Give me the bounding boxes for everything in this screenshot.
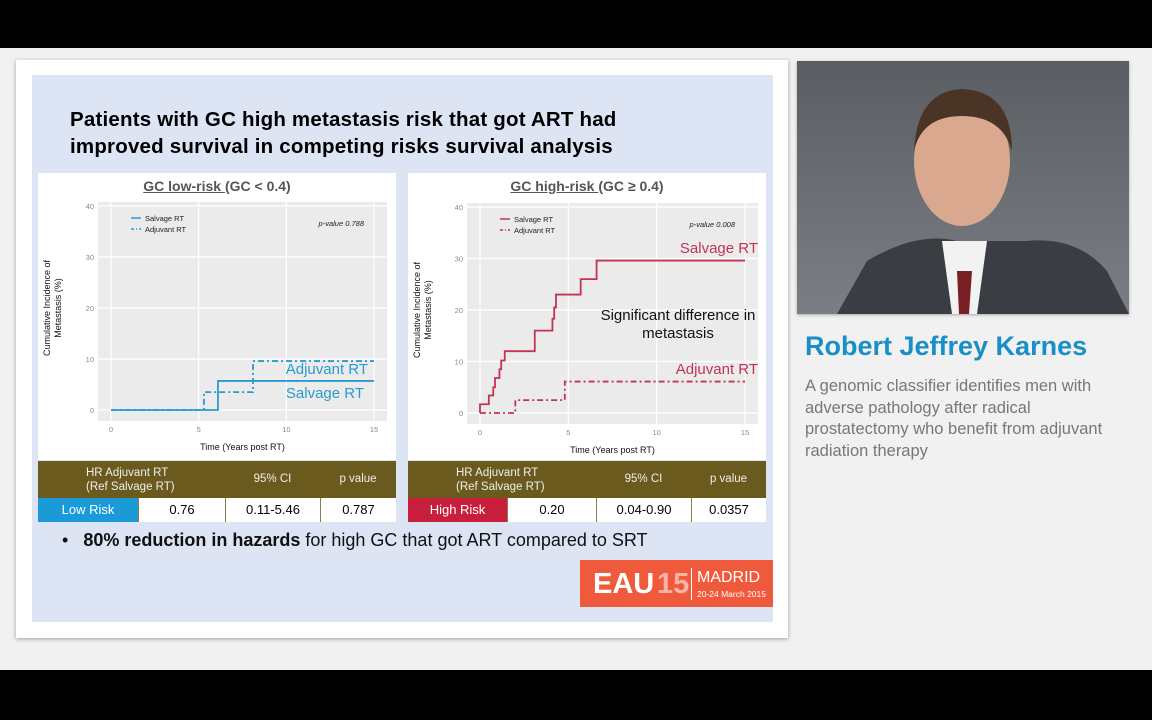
plot-background <box>98 202 387 421</box>
header-hr-line: HR Adjuvant RT <box>456 467 539 479</box>
legend-entry: Salvage RT <box>145 214 184 223</box>
logo-eau: EAU <box>593 568 655 600</box>
y-tick-label: 10 <box>455 358 463 367</box>
slide-title-line: Patients with GC high metastasis risk th… <box>70 108 617 131</box>
chart-low-risk: 0 10 20 30 40 0 5 10 15 Time (Years post RT) Cumul… <box>38 173 396 460</box>
table-row: High Risk 0.20 0.04-0.90 0.0357 <box>408 498 766 522</box>
x-tick-label: 10 <box>652 428 660 437</box>
table-row: Low Risk 0.76 0.11-5.46 0.787 <box>38 498 396 522</box>
legend-entry: Adjuvant RT <box>514 226 556 235</box>
video-top-bar <box>0 0 1152 48</box>
annotation-adjuvant-rt: Adjuvant RT <box>676 361 758 378</box>
slide-title: Patients with GC high metastasis risk th… <box>70 106 760 160</box>
x-axis-label: Time (Years post RT) <box>570 445 655 455</box>
y-tick-label: 10 <box>86 355 94 364</box>
y-axis-label-line: Metastasis (%) <box>53 278 63 338</box>
risk-label: High Risk <box>408 498 507 522</box>
legend-entry: Salvage RT <box>514 215 553 224</box>
y-tick-label: 20 <box>455 306 463 315</box>
annotation-salvage-rt: Salvage RT <box>286 385 364 402</box>
p-value-label: p-value 0.788 <box>318 219 365 228</box>
legend-entry: Adjuvant RT <box>145 225 187 234</box>
p-value: 0.787 <box>320 498 396 522</box>
series-line-salvage-rt <box>479 259 745 413</box>
bullet-text: for high GC that got ART compared to SRT <box>300 530 648 550</box>
hr-table-low-risk: HR Adjuvant RT (Ref Salvage RT) 95% CI p … <box>38 461 396 522</box>
chart-title-underlined: GC high-risk <box>510 178 599 194</box>
hr-value: 0.76 <box>138 498 225 522</box>
x-tick-label: 5 <box>197 425 201 434</box>
risk-label: Low Risk <box>38 498 138 522</box>
bullet-bold: 80% reduction in hazards <box>83 530 301 550</box>
y-tick-label: 0 <box>90 406 94 415</box>
y-tick-label: 40 <box>86 202 94 211</box>
chart-high-risk: 0 10 20 30 40 0 5 10 15 Time (Years post RT) Cumul… <box>408 173 766 460</box>
chart-title-underlined: GC low-risk <box>143 178 225 194</box>
x-tick-label: 15 <box>741 428 749 437</box>
talk-title: A genomic classifier identifies men with… <box>805 377 1103 460</box>
header-hr: HR Adjuvant RT (Ref Salvage RT) <box>456 466 545 494</box>
series-line-adjuvant-rt <box>111 360 374 411</box>
y-tick-label: 30 <box>86 253 94 262</box>
y-tick-label: 20 <box>86 304 94 313</box>
video-bottom-bar <box>0 670 1152 720</box>
x-tick-label: 0 <box>478 428 482 437</box>
ci-value: 0.04-0.90 <box>596 498 691 522</box>
y-axis-label-line: Metastasis (%) <box>423 280 433 340</box>
header-ci: 95% CI <box>624 473 663 485</box>
header-hr-line: (Ref Salvage RT) <box>86 481 175 493</box>
chart-title-rest: (GC < 0.4) <box>224 178 291 194</box>
header-hr-line: HR Adjuvant RT <box>86 467 169 479</box>
annotation-significant-difference: Significant difference in <box>601 307 756 324</box>
x-axis-label: Time (Years post RT) <box>200 442 285 452</box>
y-axis-label-line: Cumulative Incidence of <box>412 261 422 358</box>
speaker-photo-illustration <box>837 89 1129 314</box>
logo-city: MADRID <box>697 569 761 586</box>
speaker-photo <box>797 61 1129 314</box>
chart-title: GC high-risk (GC ≥ 0.4) <box>408 178 766 194</box>
x-tick-label: 5 <box>566 428 570 437</box>
chart-plot: 0 10 20 30 40 0 5 10 15 Time (Years post RT) Cumul… <box>412 203 758 455</box>
table-header: HR Adjuvant RT (Ref Salvage RT) 95% CI p … <box>38 461 396 498</box>
chart-plot: 0 10 20 30 40 0 5 10 15 Time (Years post RT) Cumul… <box>42 202 387 452</box>
plot-background <box>467 203 758 424</box>
logo-divider <box>691 568 692 600</box>
chart-title-rest: (GC ≥ 0.4) <box>598 178 664 194</box>
eau15-logo: EAU 15 MADRID 20-24 March 2015 <box>580 560 773 607</box>
header-ci: 95% CI <box>253 473 292 485</box>
header-hr-line: (Ref Salvage RT) <box>456 481 545 493</box>
table-header: HR Adjuvant RT (Ref Salvage RT) 95% CI p … <box>408 461 766 498</box>
y-tick-label: 0 <box>459 409 463 418</box>
ci-value: 0.11-5.46 <box>225 498 320 522</box>
annotation-significant-difference: metastasis <box>642 325 714 342</box>
speaker-name: Robert Jeffrey Karnes <box>805 331 1088 361</box>
x-tick-label: 10 <box>282 425 290 434</box>
p-value-label: p-value 0.008 <box>689 220 736 229</box>
annotation-adjuvant-rt: Adjuvant RT <box>286 361 368 378</box>
hr-value: 0.20 <box>507 498 596 522</box>
y-axis-label-line: Cumulative Incidence of <box>42 259 52 356</box>
annotation-salvage-rt: Salvage RT <box>680 240 758 257</box>
series-line-adjuvant-rt <box>480 380 745 414</box>
y-tick-label: 40 <box>455 203 463 212</box>
header-hr: HR Adjuvant RT (Ref Salvage RT) <box>86 466 175 494</box>
logo-dates: 20-24 March 2015 <box>697 589 766 599</box>
series-line-salvage-rt <box>111 380 374 411</box>
header-p: p value <box>709 473 748 485</box>
slide-title-line: improved survival in competing risks sur… <box>70 135 613 158</box>
y-tick-label: 30 <box>455 255 463 264</box>
bullet-point: • 80% reduction in hazards for high GC t… <box>62 530 648 550</box>
logo-year: 15 <box>657 568 690 600</box>
x-tick-label: 15 <box>370 425 378 434</box>
x-tick-label: 0 <box>109 425 113 434</box>
header-p: p value <box>339 473 377 485</box>
p-value: 0.0357 <box>691 498 766 522</box>
hr-table-high-risk: HR Adjuvant RT (Ref Salvage RT) 95% CI p … <box>408 461 766 522</box>
chart-title: GC low-risk (GC < 0.4) <box>38 178 396 194</box>
